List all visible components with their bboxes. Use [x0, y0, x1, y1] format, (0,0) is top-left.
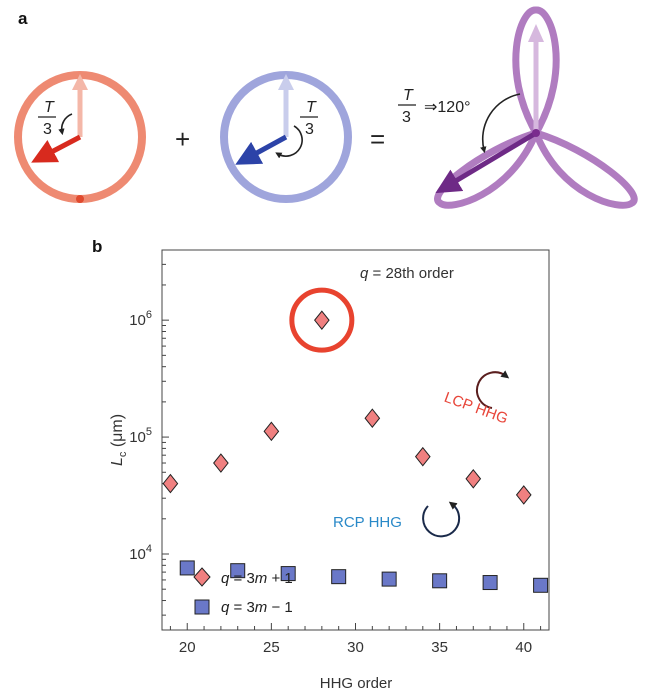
- lcp-clock: T 3: [14, 71, 146, 203]
- highlight-label: q = 28th order: [360, 265, 454, 282]
- rcp-initial-arrowhead: [278, 74, 294, 90]
- lcp-label: LCP HHG: [442, 389, 510, 428]
- y-tick-label: 104: [129, 543, 152, 563]
- rcp-rotated-arrow: [235, 134, 288, 165]
- diamond-point: [515, 485, 532, 505]
- lcp-clock-dot: [76, 195, 84, 203]
- diamond-point: [162, 473, 179, 494]
- lcp-frac-num: T: [44, 99, 55, 116]
- lcp-rotation-icon: [476, 370, 510, 409]
- trefoil-lobe-top: [512, 6, 560, 135]
- legend: q = 3m + 1 q = 3m − 1: [193, 567, 293, 616]
- data-points: [162, 310, 549, 593]
- rcp-frac-den: 3: [305, 121, 314, 138]
- highlight-circle: [289, 287, 355, 353]
- diamond-point: [465, 468, 482, 489]
- trefoil-lobe-right: [532, 129, 638, 209]
- lcp-initial-arrowhead: [72, 74, 88, 90]
- rcp-label: RCP HHG: [333, 514, 402, 531]
- panel-b: b 104 105 106 20 25 30 35 40 Lc (μm) HHG order…: [92, 237, 550, 692]
- y-axis-label: Lc (μm): [109, 414, 129, 466]
- rcp-rotation-icon: [422, 501, 461, 538]
- square-point: [482, 575, 498, 591]
- panel-b-letter: b: [92, 237, 102, 256]
- trefoil-angle: ⇒120°: [424, 99, 471, 116]
- x-tick-label: 20: [179, 639, 196, 656]
- square-point: [280, 566, 296, 582]
- diamond-point: [314, 310, 330, 330]
- panel-a: a T 3 + T 3 =: [14, 6, 638, 209]
- x-tick-label: 35: [431, 639, 448, 656]
- trefoil-frac-num: T: [403, 87, 414, 104]
- square-point: [331, 569, 347, 585]
- trefoil: T 3 ⇒120°: [398, 6, 638, 209]
- diamond-point: [414, 446, 431, 467]
- plus-sign: +: [175, 124, 190, 154]
- x-tick-label: 30: [347, 639, 364, 656]
- diamond-point: [213, 453, 229, 473]
- x-axis: 20 25 30 35 40: [169, 623, 542, 656]
- trefoil-lobe-left: [434, 129, 540, 209]
- lcp-rotated-arrow: [31, 134, 82, 163]
- rcp-clock: T 3: [220, 71, 352, 203]
- diamond-point: [263, 421, 280, 442]
- rcp-frac-num: T: [306, 99, 317, 116]
- legend-label-square: q = 3m − 1: [221, 599, 293, 616]
- x-tick-label: 25: [263, 639, 280, 656]
- legend-square-marker: [194, 599, 210, 615]
- trefoil-rotated-arrow: [435, 130, 538, 194]
- y-axis: 104 105 106: [129, 263, 169, 616]
- trefoil-frac-den: 3: [402, 109, 411, 126]
- trefoil-rotation-arc: [480, 93, 521, 154]
- x-axis-label: HHG order: [320, 675, 393, 692]
- diamond-point: [364, 408, 381, 429]
- equals-sign: =: [370, 124, 385, 154]
- y-tick-label: 106: [129, 309, 152, 329]
- x-tick-label: 40: [515, 639, 532, 656]
- rcp-rotation-arc: [275, 125, 303, 159]
- square-point: [179, 560, 195, 576]
- square-point: [533, 577, 549, 593]
- legend-diamond-marker: [193, 567, 211, 587]
- panel-a-letter: a: [18, 9, 28, 28]
- trefoil-initial-arrowhead: [528, 24, 544, 42]
- square-point: [432, 573, 448, 589]
- y-tick-label: 105: [129, 426, 152, 446]
- legend-label-diamond: q = 3m + 1: [221, 570, 293, 587]
- square-point: [230, 563, 246, 579]
- square-point: [381, 571, 397, 587]
- lcp-rotation-arc: [58, 113, 73, 136]
- lcp-frac-den: 3: [43, 121, 52, 138]
